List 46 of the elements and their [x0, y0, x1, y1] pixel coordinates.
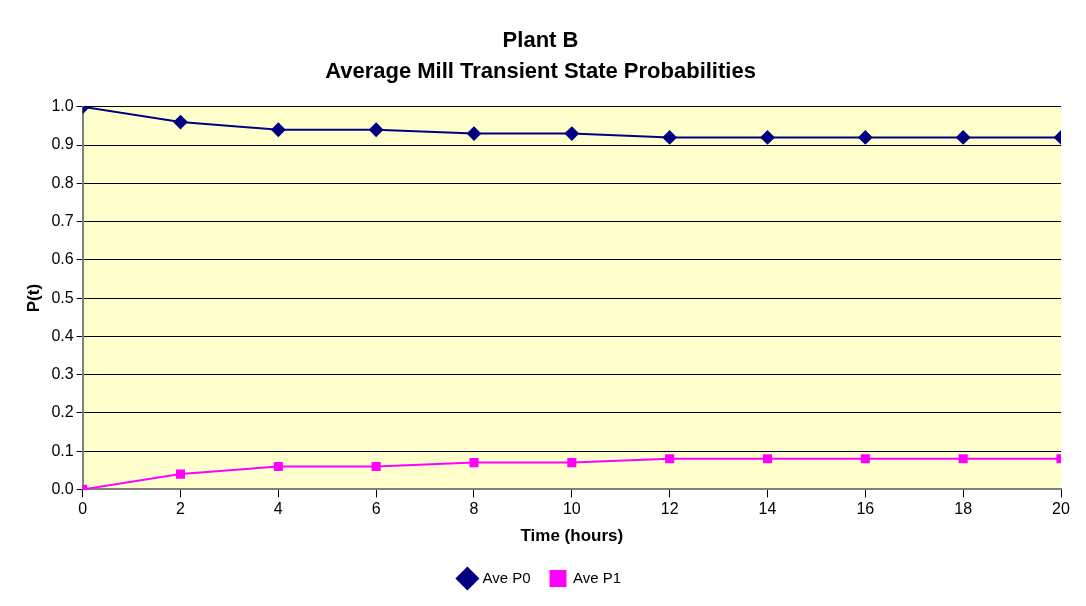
- x-tick-label: 16: [856, 500, 875, 518]
- point: [466, 126, 481, 141]
- point: [760, 130, 775, 145]
- x-tick-label: 6: [371, 500, 381, 518]
- y-tick-label: 0.1: [51, 441, 74, 459]
- point: [858, 130, 873, 145]
- x-tick-label: 2: [176, 500, 186, 518]
- y-tick-label: 1.0: [51, 97, 74, 115]
- point: [173, 115, 188, 130]
- point: [371, 461, 381, 471]
- point: [665, 454, 675, 464]
- y-tick-label: 0.4: [51, 326, 74, 344]
- chart-title: Plant B: [502, 27, 579, 53]
- x-tick-label: 4: [273, 500, 283, 518]
- point: [469, 458, 479, 468]
- y-tick-label: 0.6: [51, 250, 74, 268]
- x-axis-title: Time (hours): [520, 526, 624, 546]
- point: [369, 122, 384, 137]
- x-tick-label: 8: [469, 500, 479, 518]
- x-tick-label: 20: [1052, 500, 1070, 518]
- y-axis-title: P(t): [23, 283, 43, 313]
- y-tick-label: 0.9: [51, 135, 74, 153]
- x-tick-label: 18: [954, 500, 973, 518]
- legend-label: Ave P1: [573, 568, 622, 586]
- point: [567, 458, 577, 468]
- x-tick-label: 12: [660, 500, 679, 518]
- point: [956, 130, 971, 145]
- point: [762, 454, 773, 464]
- x-tick-label: 10: [562, 500, 581, 518]
- x-tick-label: 0: [78, 500, 88, 518]
- y-tick-label: 0.3: [51, 365, 74, 383]
- point: [271, 122, 286, 137]
- legend-label: Ave P0: [482, 568, 531, 586]
- y-tick-label: 0.0: [51, 479, 74, 497]
- y-tick-label: 0.7: [51, 211, 74, 229]
- y-tick-label: 0.8: [51, 173, 74, 191]
- x-tick-label: 14: [758, 500, 777, 518]
- y-tick-label: 0.5: [51, 288, 74, 306]
- point: [662, 130, 677, 145]
- point: [958, 454, 968, 464]
- point: [273, 461, 283, 471]
- point: [175, 469, 186, 479]
- y-tick-label: 0.2: [51, 403, 74, 421]
- point: [860, 454, 870, 464]
- chart-subtitle: Average Mill Transient State Probabilities: [325, 57, 756, 83]
- point: [564, 126, 579, 141]
